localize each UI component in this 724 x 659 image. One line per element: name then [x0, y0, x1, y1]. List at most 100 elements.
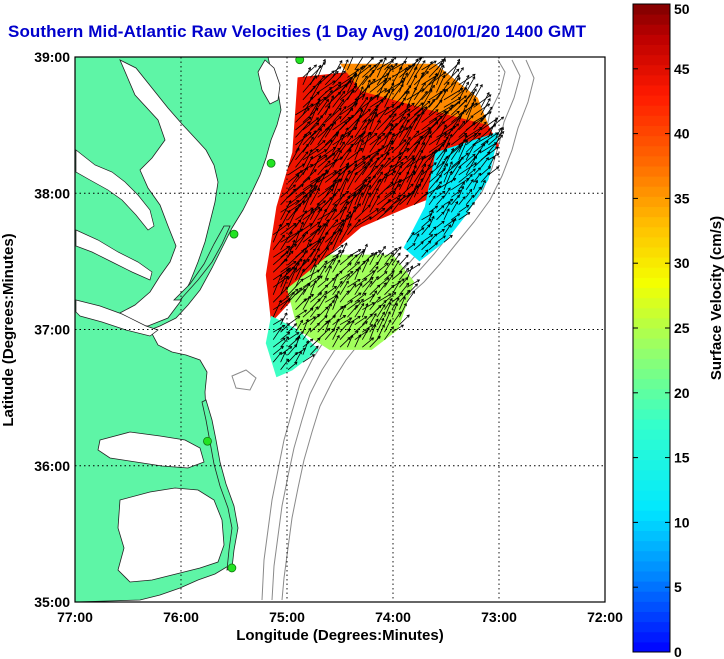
velocity-arrow	[324, 95, 334, 116]
velocity-arrow-head	[488, 111, 492, 115]
velocity-arrow	[324, 121, 336, 138]
velocity-arrow	[287, 207, 298, 228]
velocity-arrow	[450, 67, 464, 86]
velocity-arrow	[384, 123, 398, 138]
velocity-arrow-head	[447, 187, 451, 191]
velocity-arrow-head	[344, 242, 348, 246]
velocity-arrow-head	[381, 324, 385, 328]
colorbar-band	[633, 105, 670, 116]
velocity-arrow	[421, 218, 432, 228]
velocity-arrow-head	[405, 267, 410, 271]
velocity-arrow-head	[386, 277, 390, 281]
velocity-arrow-head	[374, 133, 378, 137]
velocity-arrow	[332, 172, 341, 190]
velocity-arrow-head	[310, 103, 314, 107]
velocity-arrow	[480, 98, 491, 116]
velocity-arrow	[287, 344, 298, 355]
velocity-arrow-head	[332, 80, 336, 84]
velocity-arrow-head	[379, 171, 383, 175]
x-tick-label: 73:00	[481, 609, 517, 625]
velocity-arrow-head	[422, 60, 426, 64]
velocity-arrow	[391, 155, 408, 168]
velocity-arrow	[399, 67, 408, 86]
velocity-arrow	[347, 261, 360, 273]
velocity-arrow	[369, 276, 379, 288]
velocity-arrow	[413, 150, 423, 168]
velocity-arrow-head	[339, 60, 343, 64]
velocity-arrow-head	[448, 107, 453, 111]
velocity-arrow	[369, 336, 381, 348]
velocity-arrow-head	[390, 181, 394, 185]
velocity-arrow-head	[381, 317, 385, 321]
velocity-arrow	[458, 140, 468, 161]
velocity-arrow	[302, 149, 313, 168]
velocity-arrow	[428, 132, 447, 146]
velocity-arrow	[354, 185, 363, 205]
velocity-arrow-head	[372, 78, 376, 82]
velocity-arrow-head	[433, 233, 438, 237]
velocity-arrow-head	[382, 304, 386, 308]
velocity-arrow	[324, 203, 337, 221]
velocity-arrow-head	[319, 275, 323, 279]
velocity-arrow	[347, 134, 362, 153]
velocity-arrow	[376, 282, 387, 296]
velocity-arrow-head	[477, 132, 482, 136]
velocity-arrow	[309, 188, 320, 205]
velocity-arrow	[399, 268, 409, 281]
colorbar-band	[633, 257, 670, 268]
velocity-arrow	[406, 88, 425, 101]
velocity-arrow	[309, 306, 319, 318]
velocity-arrow-head	[367, 118, 371, 122]
velocity-arrow	[354, 192, 363, 213]
velocity-arrow-head	[472, 153, 476, 157]
velocity-arrow	[317, 231, 329, 250]
colorbar-band	[633, 34, 670, 45]
velocity-arrow	[295, 250, 308, 266]
velocity-arrow-head	[296, 174, 300, 178]
velocity-arrow	[362, 277, 374, 288]
velocity-arrow	[354, 133, 364, 153]
velocity-arrow	[354, 179, 367, 198]
velocity-arrow	[443, 97, 461, 108]
velocity-arrow	[310, 140, 326, 153]
velocity-arrow-head	[501, 131, 505, 135]
velocity-arrow	[302, 85, 316, 101]
colorbar-band	[633, 429, 670, 440]
velocity-arrow	[473, 140, 489, 153]
velocity-arrow	[361, 192, 371, 213]
velocity-arrow-head	[377, 296, 381, 300]
velocity-arrow	[384, 64, 393, 86]
velocity-arrow	[391, 271, 403, 281]
colorbar-band	[633, 419, 670, 430]
colorbar-band	[633, 348, 670, 359]
velocity-arrow	[295, 195, 308, 213]
velocity-arrow-head	[341, 250, 345, 253]
velocity-arrow	[376, 77, 391, 93]
colorbar-band	[633, 307, 670, 319]
velocity-arrow-head	[341, 141, 345, 145]
velocity-arrow	[391, 65, 411, 78]
velocity-arrow-head	[316, 254, 320, 258]
velocity-arrow-head	[449, 170, 453, 174]
velocity-arrow	[309, 248, 320, 265]
velocity-arrow-head	[486, 91, 490, 96]
velocity-arrow	[339, 273, 350, 288]
velocity-arrow-head	[347, 328, 351, 332]
velocity-arrow	[280, 351, 286, 363]
velocity-arrow	[473, 180, 478, 190]
velocity-arrow-head	[388, 293, 392, 297]
velocity-arrow-head	[385, 106, 389, 110]
velocity-arrow	[473, 186, 482, 198]
velocity-arrow	[376, 262, 389, 273]
velocity-arrow-head	[357, 218, 361, 223]
velocity-arrow-head	[400, 161, 404, 165]
velocity-arrow-head	[406, 148, 410, 152]
velocity-arrow-head	[307, 177, 311, 181]
velocity-arrow-head	[353, 53, 356, 56]
velocity-arrow-head	[294, 361, 298, 365]
velocity-arrow-head	[473, 88, 477, 92]
velocity-arrow	[391, 324, 404, 333]
velocity-arrow-head	[471, 201, 475, 206]
velocity-arrow-head	[325, 171, 330, 174]
